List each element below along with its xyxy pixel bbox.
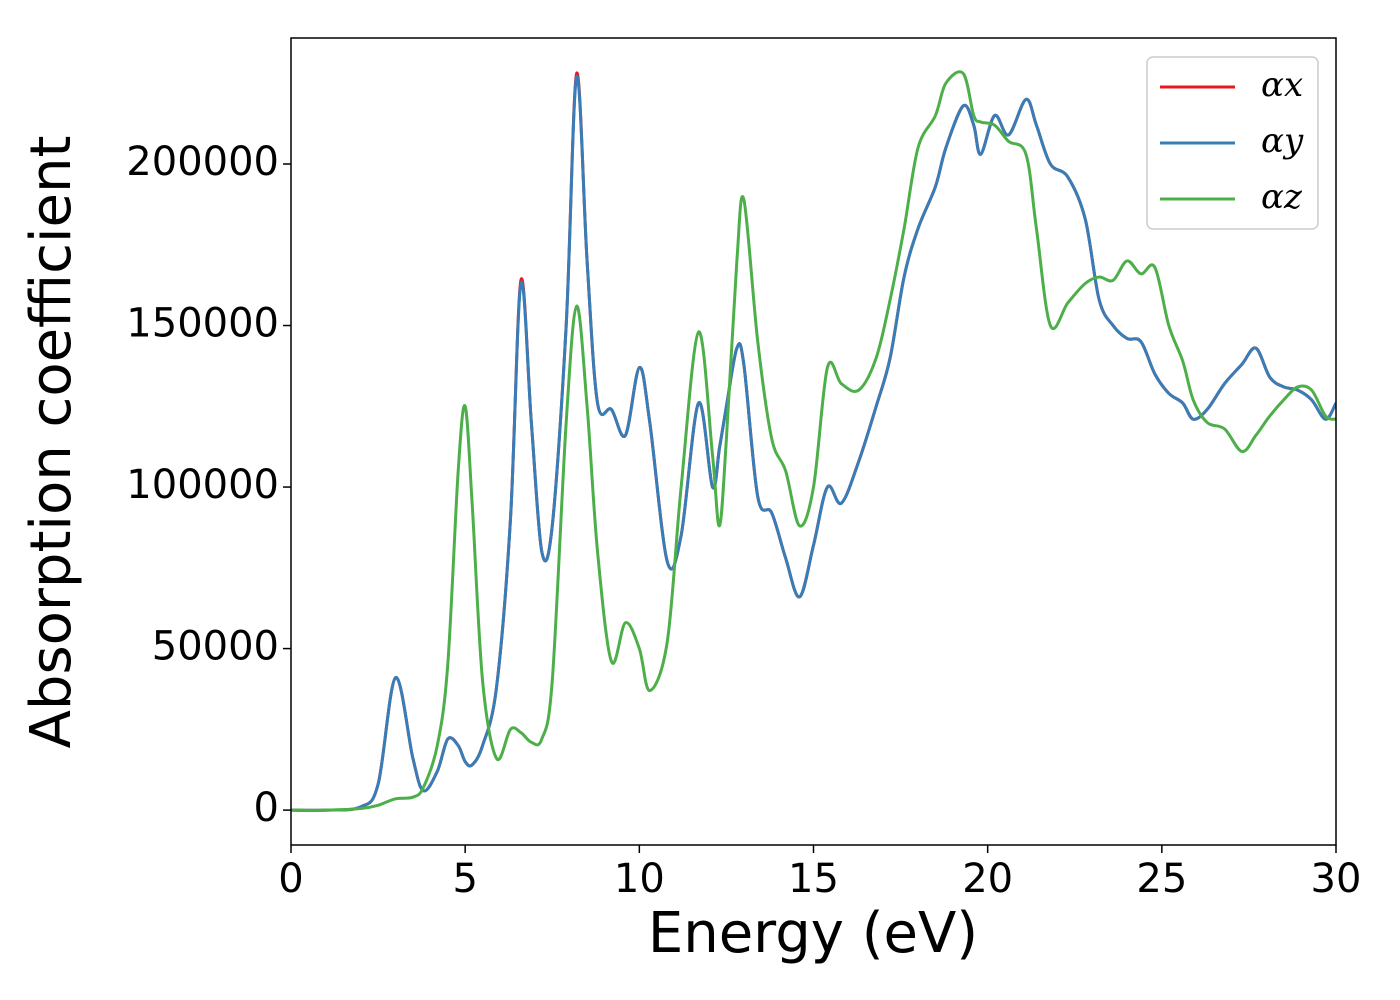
legend-label: αy bbox=[1261, 121, 1304, 161]
y-tick-label: 100000 bbox=[126, 462, 279, 508]
x-tick-label: 25 bbox=[1136, 856, 1187, 902]
x-tick-label: 20 bbox=[962, 856, 1013, 902]
x-tick-label: 10 bbox=[614, 856, 665, 902]
y-tick-label: 200000 bbox=[126, 139, 279, 185]
y-tick-label: 0 bbox=[254, 785, 279, 831]
legend-label: αz bbox=[1261, 177, 1303, 217]
x-tick-label: 30 bbox=[1311, 856, 1362, 902]
x-tick-label: 15 bbox=[788, 856, 839, 902]
y-axis-label: Absorption coefficient bbox=[19, 136, 84, 749]
x-axis-label: Energy (eV) bbox=[648, 901, 978, 966]
y-tick-label: 150000 bbox=[126, 301, 279, 347]
series-line bbox=[291, 70, 1336, 812]
legend-label: αx bbox=[1261, 65, 1303, 105]
y-tick-label: 50000 bbox=[152, 624, 279, 670]
series-line bbox=[291, 75, 1336, 812]
x-tick-label: 0 bbox=[278, 856, 303, 902]
plot-frame bbox=[290, 37, 1337, 846]
x-tick-label: 5 bbox=[452, 856, 477, 902]
